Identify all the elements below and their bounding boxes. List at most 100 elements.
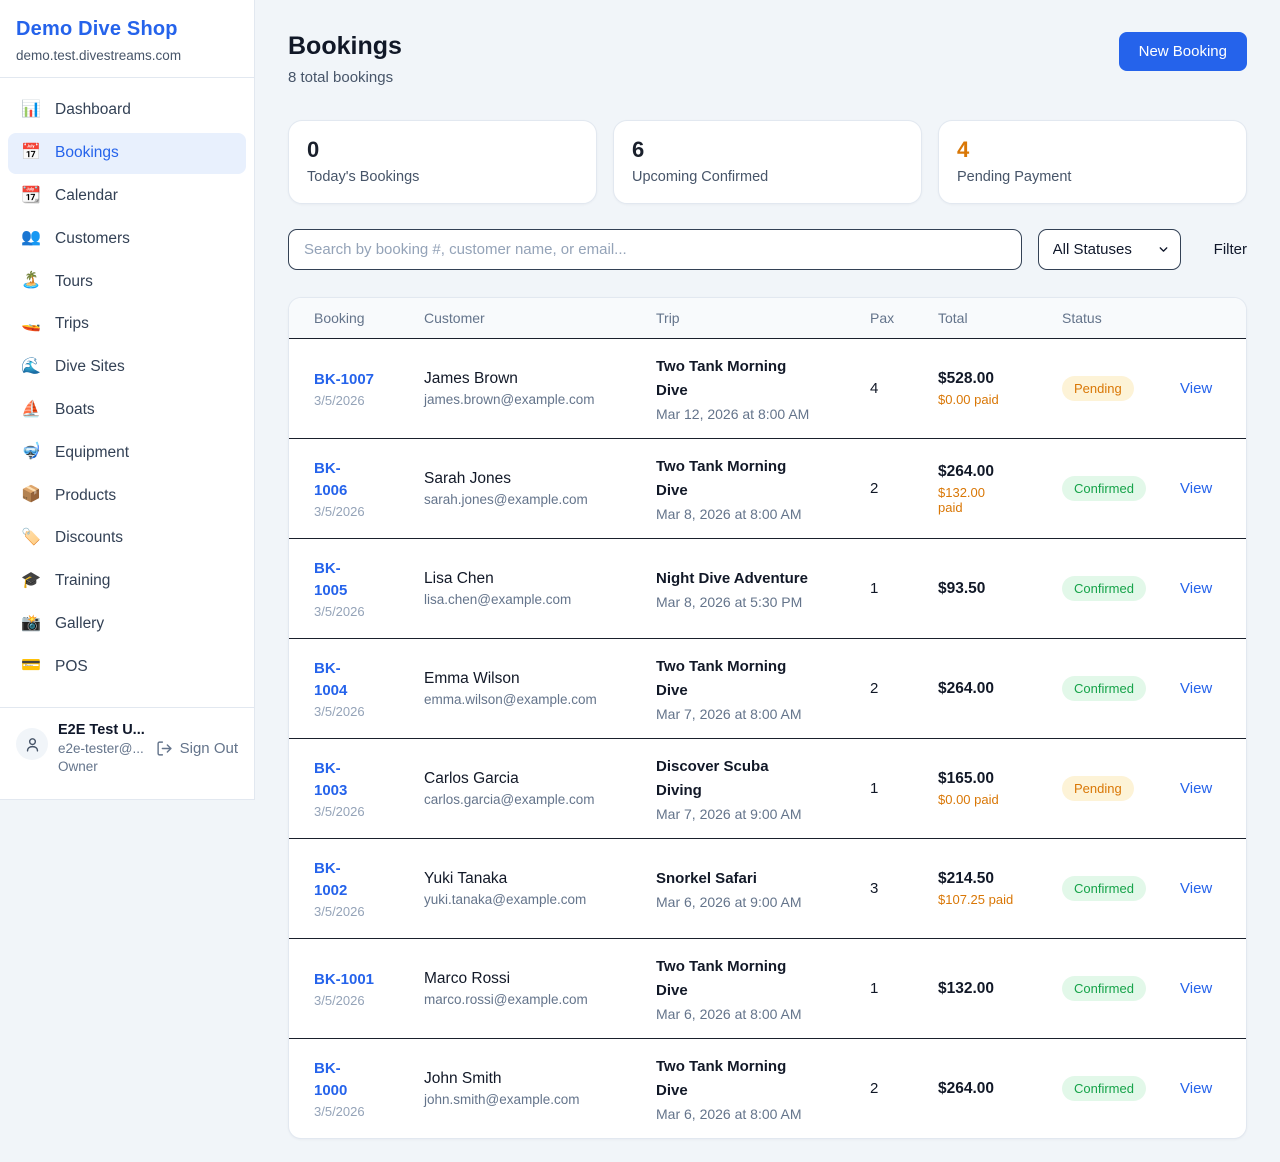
status-badge: Pending — [1062, 376, 1134, 401]
trip-date: Mar 6, 2026 at 9:00 AM — [656, 894, 802, 911]
booking-id-link[interactable]: BK- 1006 — [314, 459, 348, 499]
sidebar-item-label: Tours — [55, 272, 93, 290]
sign-out-button[interactable]: Sign Out — [156, 740, 238, 757]
status-badge: Confirmed — [1062, 876, 1146, 901]
sidebar-item[interactable]: 🤿 Equipment — [8, 432, 246, 473]
status-cell: Confirmed — [1062, 976, 1180, 1001]
sidebar-item-label: Bookings — [55, 144, 119, 162]
sidebar-item[interactable]: 🌊 Dive Sites — [8, 347, 246, 388]
view-link[interactable]: View — [1180, 880, 1213, 897]
booking-cell: BK- 1006 3/5/2026 — [314, 458, 424, 520]
gallery-icon: 📸 — [21, 614, 41, 632]
view-link[interactable]: View — [1180, 1080, 1213, 1097]
view-link[interactable]: View — [1180, 980, 1213, 997]
booking-date: 3/5/2026 — [314, 393, 365, 409]
status-select[interactable]: All Statuses — [1037, 229, 1181, 270]
person-icon — [26, 737, 38, 752]
sidebar-item[interactable]: 🏝️ Tours — [8, 261, 246, 302]
stat-card: 4 Pending Payment — [938, 120, 1247, 204]
booking-id-link[interactable]: BK- 1003 — [314, 759, 348, 799]
booking-id-link[interactable]: BK- 1002 — [314, 859, 348, 899]
pax-value: 1 — [870, 980, 879, 997]
trip-cell: Two Tank Morning Dive Mar 6, 2026 at 8:0… — [656, 955, 870, 1022]
sidebar-item[interactable]: 👥 Customers — [8, 218, 246, 259]
sidebar-item-label: Trips — [55, 315, 89, 333]
view-link[interactable]: View — [1180, 480, 1213, 497]
booking-cell: BK- 1003 3/5/2026 — [314, 758, 424, 820]
trip-cell: Two Tank Morning Dive Mar 7, 2026 at 8:0… — [656, 655, 870, 722]
user-meta: E2E Test U... e2e-tester@... Owner — [58, 722, 146, 774]
pax-value: 3 — [870, 880, 879, 897]
sidebar-item[interactable]: ⛵ Boats — [8, 390, 246, 431]
boats-icon: ⛵ — [21, 400, 41, 418]
total-amount: $93.50 — [938, 579, 986, 597]
avatar — [16, 728, 48, 761]
total-cell: $264.00 — [938, 680, 1062, 698]
sidebar-item-label: Training — [55, 572, 111, 590]
customer-email: john.smith@example.com — [424, 1092, 580, 1107]
sidebar-item[interactable]: 🎓 Training — [8, 561, 246, 602]
stat-value: 0 — [307, 137, 320, 162]
status-cell: Confirmed — [1062, 476, 1180, 501]
booking-id-link[interactable]: BK-1001 — [314, 970, 375, 988]
main-content: Bookings 8 total bookings New Booking 0 … — [255, 0, 1280, 1139]
booking-id-link[interactable]: BK-1007 — [314, 370, 375, 388]
customer-email: marco.rossi@example.com — [424, 992, 588, 1007]
customer-cell: James Brown james.brown@example.com — [424, 370, 656, 407]
customer-name: Carlos Garcia — [424, 770, 519, 787]
trip-cell: Discover Scuba Diving Mar 7, 2026 at 9:0… — [656, 755, 870, 822]
sidebar-item-label: Boats — [55, 400, 95, 418]
booking-id-link[interactable]: BK- 1004 — [314, 659, 348, 699]
dashboard-icon: 📊 — [21, 101, 41, 118]
total-amount: $132.00 — [938, 979, 995, 997]
col-trip: Trip — [656, 310, 680, 326]
view-link[interactable]: View — [1180, 380, 1213, 397]
booking-id-link[interactable]: BK- 1005 — [314, 559, 348, 599]
stat-cards: 0 Today's Bookings 6 Upcoming Confirmed … — [288, 120, 1247, 204]
sidebar-item[interactable]: 🚤 Trips — [8, 304, 246, 345]
col-customer: Customer — [424, 310, 485, 326]
sidebar-item[interactable]: 🏷️ Discounts — [8, 518, 246, 559]
customer-name: Emma Wilson — [424, 670, 520, 687]
filter-button[interactable]: Filter — [1213, 241, 1247, 258]
sidebar-item[interactable]: 📆 Calendar — [8, 176, 246, 217]
view-link[interactable]: View — [1180, 780, 1213, 797]
stat-label: Pending Payment — [957, 169, 1072, 185]
booking-date: 3/5/2026 — [314, 704, 365, 720]
brand-block: Demo Dive Shop demo.test.divestreams.com — [0, 0, 254, 78]
user-name: E2E Test U... — [58, 722, 145, 739]
sidebar-item[interactable]: 💳 POS — [8, 646, 246, 687]
total-cell: $214.50 $107.25 paid — [938, 870, 1062, 907]
sidebar-item-label: Products — [55, 486, 117, 504]
sidebar-item[interactable]: 📸 Gallery — [8, 604, 246, 645]
trip-name: Two Tank Morning Dive — [656, 958, 787, 999]
status-badge: Pending — [1062, 776, 1134, 801]
total-amount: $165.00 — [938, 770, 995, 787]
pax-value: 1 — [870, 780, 879, 797]
shop-name[interactable]: Demo Dive Shop — [16, 18, 178, 40]
col-booking: Booking — [314, 310, 365, 326]
table-row: BK- 1003 3/5/2026 Carlos Garcia carlos.g… — [289, 738, 1246, 838]
view-link[interactable]: View — [1180, 580, 1213, 597]
total-cell: $264.00 $132.00 paid — [938, 463, 1062, 515]
sidebar-nav: 📊 Dashboard 📅 Bookings 📆 Calendar 👥 Cust… — [0, 78, 254, 697]
search-input[interactable] — [288, 229, 1022, 270]
status-cell: Confirmed — [1062, 876, 1180, 901]
booking-id-link[interactable]: BK- 1000 — [314, 1059, 348, 1099]
stat-value: 6 — [632, 137, 645, 162]
paid-amount: $132.00 paid — [938, 484, 985, 515]
trip-date: Mar 7, 2026 at 9:00 AM — [656, 805, 802, 822]
sidebar-item[interactable]: 📦 Products — [8, 475, 246, 516]
sidebar-item[interactable]: 📅 Bookings — [8, 132, 246, 174]
view-link[interactable]: View — [1180, 680, 1213, 697]
col-total: Total — [938, 310, 968, 326]
trip-name: Night Dive Adventure — [656, 569, 808, 587]
customers-icon: 👥 — [21, 229, 41, 247]
new-booking-button[interactable]: New Booking — [1118, 32, 1247, 71]
sidebar-item[interactable]: 📊 Dashboard — [8, 90, 246, 131]
customer-email: carlos.garcia@example.com — [424, 792, 595, 807]
total-cell: $132.00 — [938, 980, 1062, 998]
stat-card: 0 Today's Bookings — [288, 120, 597, 204]
equipment-icon: 🤿 — [21, 443, 41, 461]
booking-cell: BK- 1000 3/5/2026 — [314, 1058, 424, 1120]
